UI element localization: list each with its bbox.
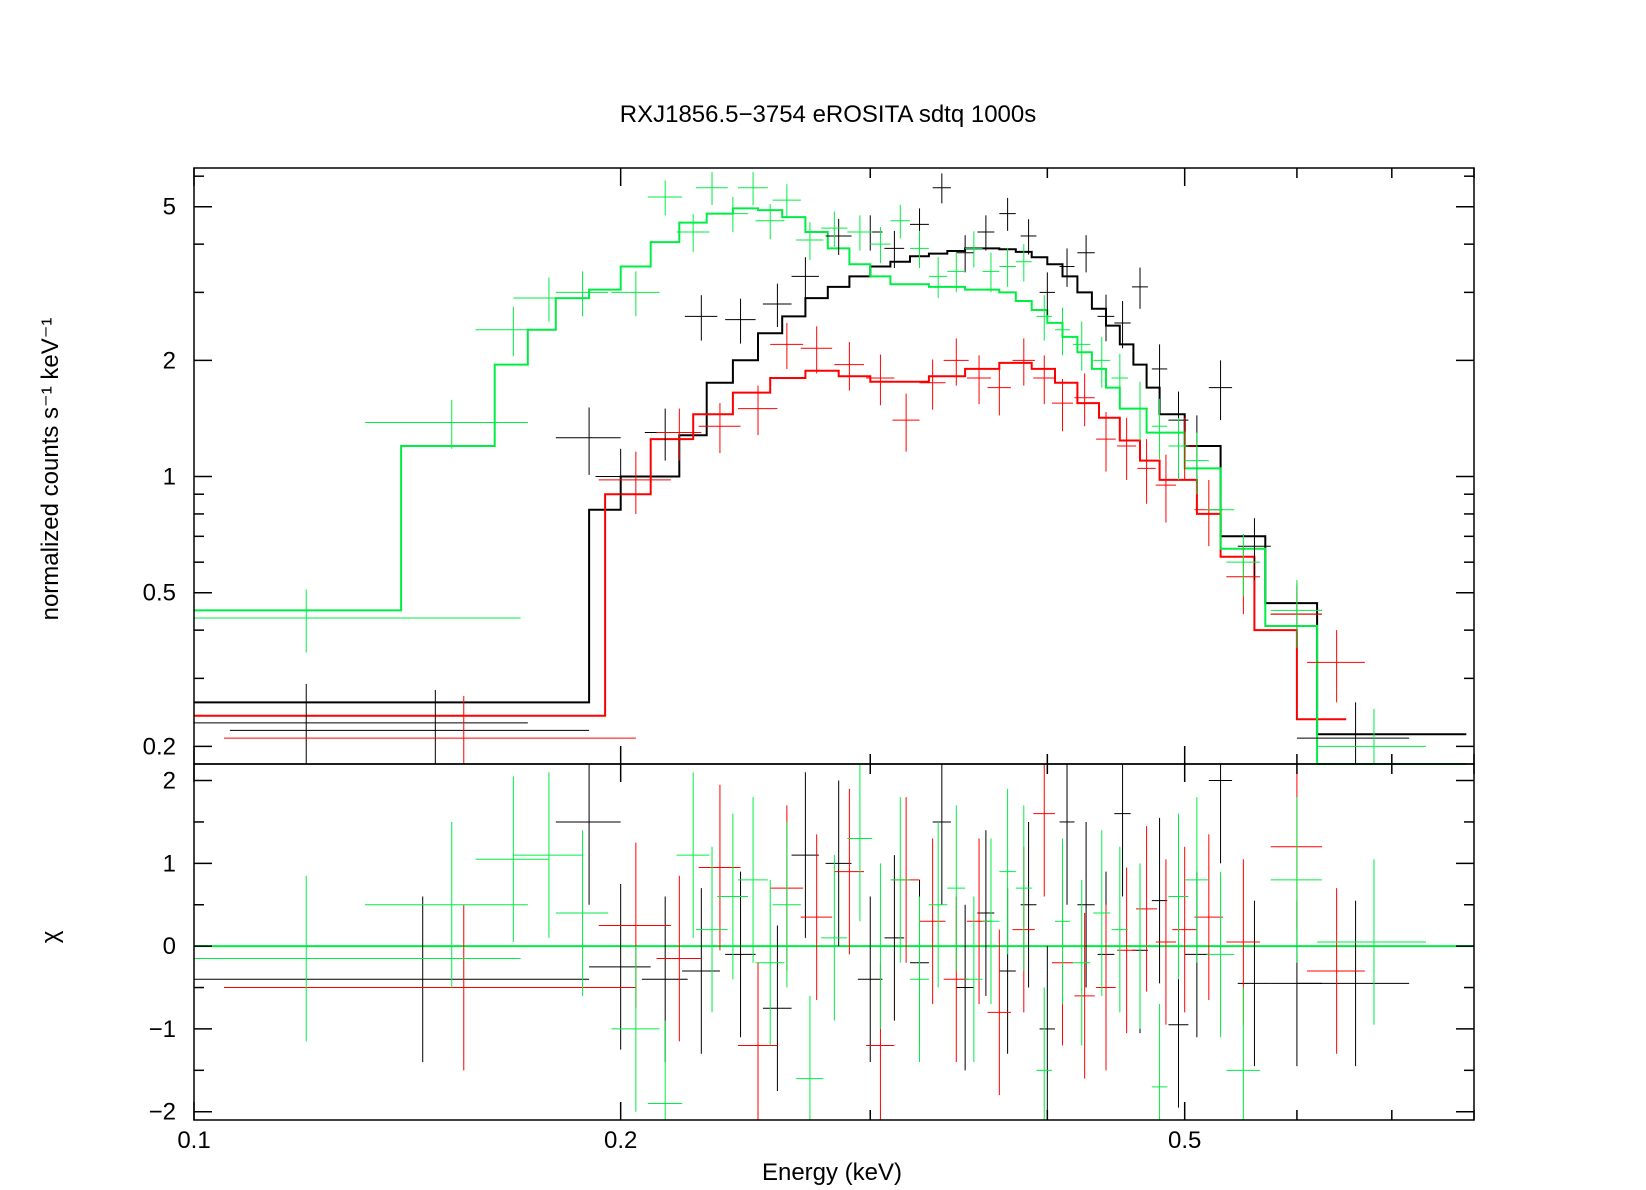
x-axis-label: Energy (keV): [762, 1159, 902, 1186]
data-series-0: [194, 173, 1410, 764]
data-series-2: [194, 172, 1427, 764]
data-series-1: [224, 322, 1365, 764]
chart-title: RXJ1856.5−3754 eROSITA sdtq 1000s: [620, 101, 1037, 128]
x-tick-label: 0.1: [177, 1127, 210, 1154]
residual-points: [194, 764, 1474, 1120]
residuals-panel: 0.1 0.2 0.5 −2 −1 0 1 2 χ Energy (keV): [37, 763, 1475, 1186]
x-tick-label: 0.5: [1168, 1127, 1201, 1154]
residual-series-2: [194, 764, 1427, 1120]
residuals-y-axis-label: χ: [37, 930, 64, 943]
y-tick-label: 2: [163, 347, 176, 374]
data-points: [194, 172, 1427, 764]
y-tick-label: −2: [149, 1099, 176, 1126]
spectrum-panel: 0.2 0.5 1 2 5 normalized counts s⁻¹ keV⁻¹: [37, 167, 1475, 765]
x-tick-label: 0.2: [604, 1127, 637, 1154]
model-curve-1: [194, 361, 1347, 721]
y-tick-label: 1: [163, 850, 176, 877]
y-tick-label: 5: [163, 194, 176, 221]
y-tick-label: 0: [163, 933, 176, 960]
spectrum-axes: 0.2 0.5 1 2 5: [143, 167, 1475, 765]
y-tick-label: 1: [163, 464, 176, 491]
y-tick-label: 0.2: [143, 733, 176, 760]
y-tick-label: 0.5: [143, 580, 176, 607]
residuals-axes: 0.1 0.2 0.5 −2 −1 0 1 2: [149, 763, 1475, 1154]
y-tick-label: −1: [149, 1016, 176, 1043]
spectrum-y-axis-label: normalized counts s⁻¹ keV⁻¹: [37, 318, 64, 621]
y-tick-label: 2: [163, 768, 176, 795]
residuals-frame: [193, 763, 1475, 1121]
residual-series-1: [224, 764, 1365, 1120]
